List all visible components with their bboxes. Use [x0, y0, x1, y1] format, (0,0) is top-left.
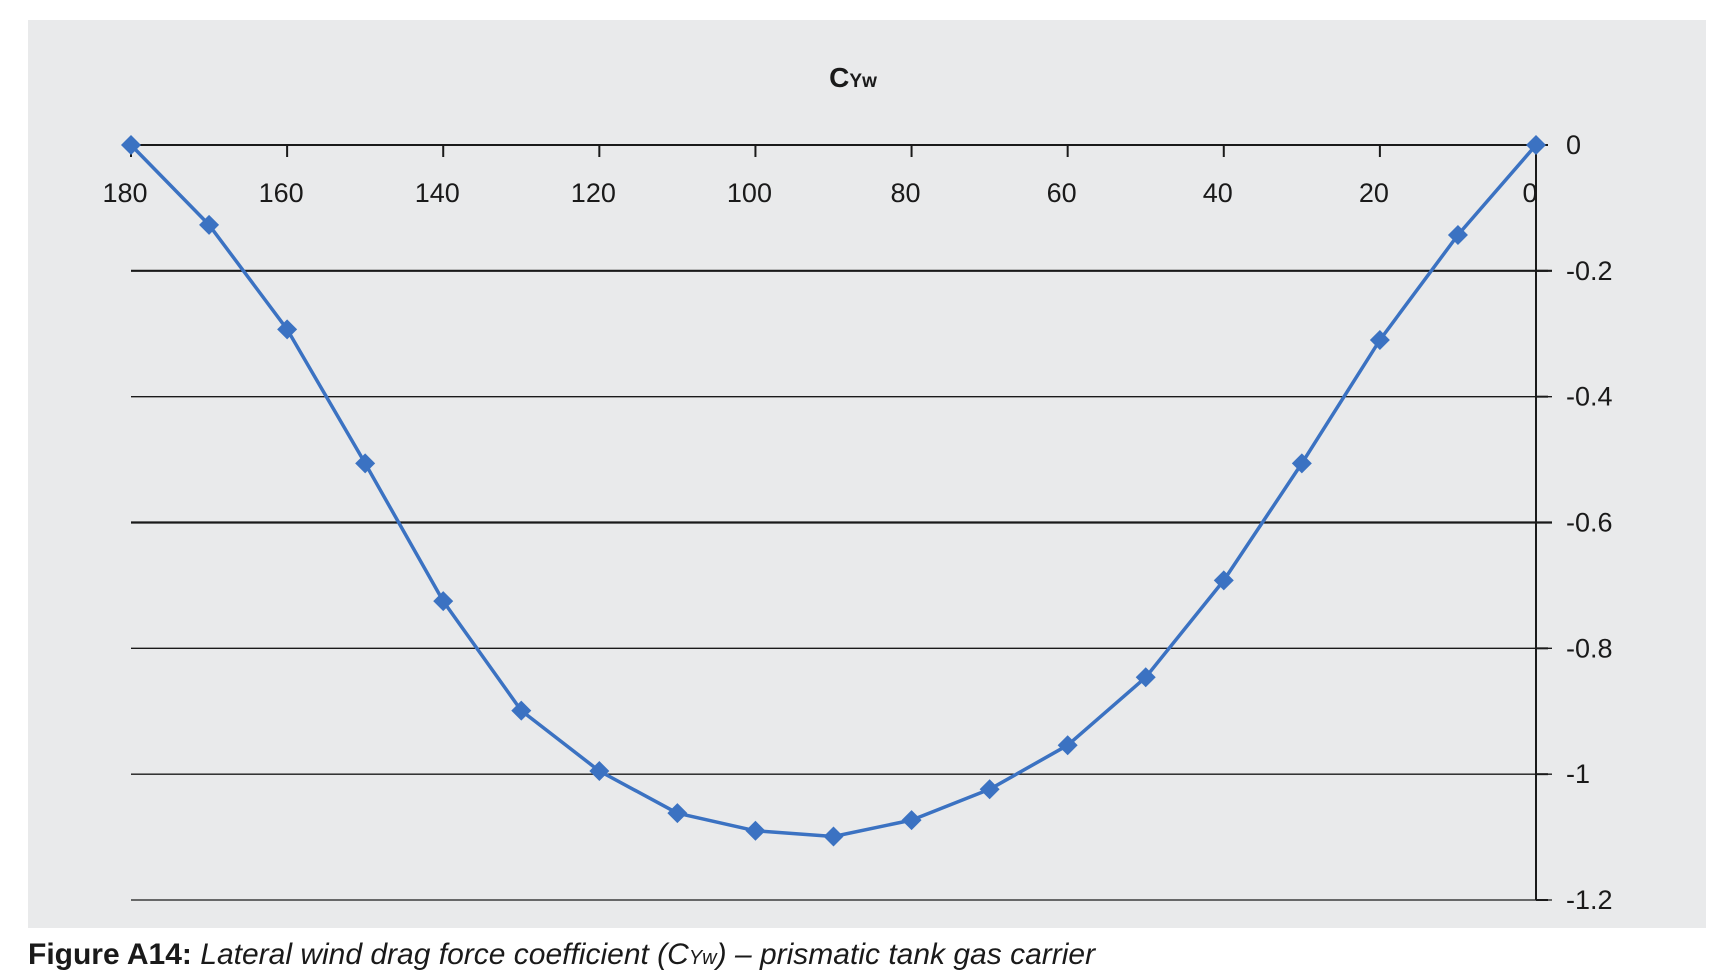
data-point-10 [901, 810, 922, 831]
y-tick-label-3: -0.6 [1566, 508, 1613, 538]
x-tick-label-3: 120 [571, 178, 616, 208]
caption-text: Lateral wind drag force coefficient (CYw… [192, 938, 1095, 971]
y-tick-label-0: 0 [1566, 130, 1581, 160]
chart-title-main: C [829, 62, 850, 93]
data-point-15 [1291, 453, 1312, 474]
chart-title-subscript: Yw [849, 71, 877, 92]
data-point-18 [1526, 135, 1546, 155]
data-point-2 [277, 319, 298, 340]
data-point-6 [589, 761, 610, 782]
x-tick-label-2: 140 [415, 178, 460, 208]
chart-svg: 180 160 140 120 100 80 60 40 20 00 -0.2 -0.4 -0.6 -0.… [102, 130, 1613, 915]
x-tick-label-8: 20 [1359, 178, 1389, 208]
x-tick-label-4: 100 [727, 178, 772, 208]
data-point-17 [1447, 224, 1468, 245]
caption-label: Figure A14: [28, 938, 192, 971]
data-point-7 [667, 803, 688, 824]
y-tick-label-6: -1.2 [1566, 885, 1613, 915]
data-point-1 [199, 214, 220, 235]
y-tick-label-4: -0.8 [1566, 633, 1613, 663]
x-tick-label-9: 0 [1522, 178, 1537, 208]
chart-panel: CYw 180 160 140 120 100 80 60 40 20 0 0 -0.2 -0.4 -0.… [28, 20, 1706, 928]
data-point-3 [355, 453, 376, 474]
y-tick-label-5: -1 [1566, 759, 1590, 789]
data-point-16 [1369, 330, 1390, 351]
caption-text-after: ) – prismatic tank gas carrier [716, 938, 1096, 971]
caption-text-before: Lateral wind drag force coefficient (C [191, 938, 689, 971]
x-tick-label-5: 80 [891, 178, 921, 208]
data-point-5 [511, 700, 532, 721]
x-tick-label-0: 180 [102, 178, 147, 208]
x-tick-label-6: 60 [1047, 178, 1077, 208]
series-line-0 [129, 143, 1538, 839]
caption-text-subscript: Yw [688, 947, 717, 969]
data-point-11 [979, 779, 1000, 800]
data-point-12 [1057, 735, 1078, 756]
figure-caption: Figure A14: Lateral wind drag force coef… [28, 938, 1095, 972]
y-tick-label-1: -0.2 [1566, 256, 1613, 286]
data-point-9 [823, 826, 844, 847]
data-point-4 [433, 591, 454, 612]
data-point-14 [1213, 570, 1234, 591]
chart-title: CYw [28, 62, 1678, 94]
x-tick-label-7: 40 [1203, 178, 1233, 208]
data-point-13 [1135, 667, 1156, 688]
y-tick-label-2: -0.4 [1566, 382, 1613, 412]
data-point-8 [745, 820, 766, 841]
data-point-0 [121, 135, 141, 155]
x-tick-label-1: 160 [259, 178, 304, 208]
